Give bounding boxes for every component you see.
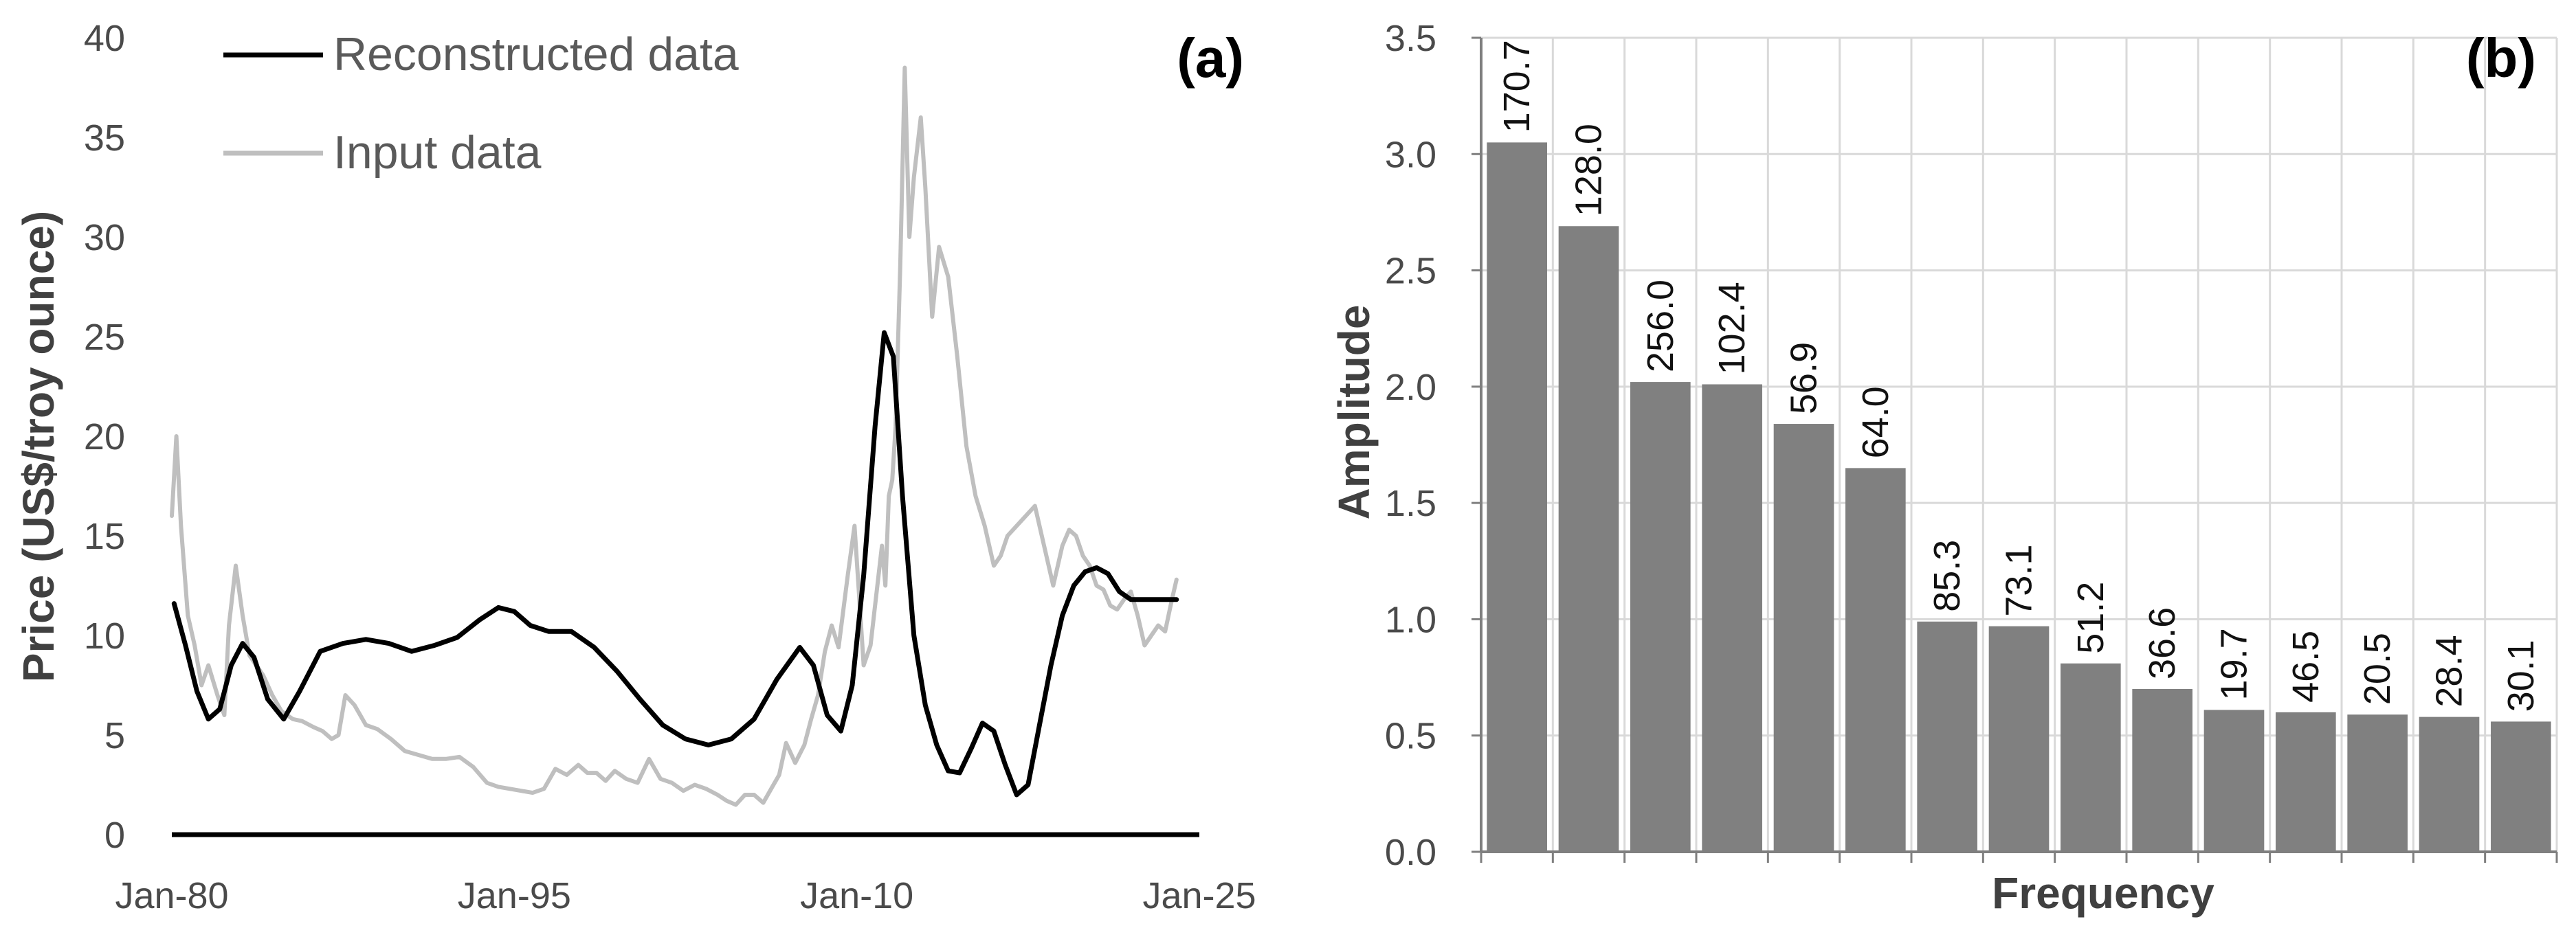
bar-170.7: [1487, 142, 1547, 852]
y-tick-label-5: 5: [104, 715, 125, 756]
price-legend: Reconstructed data Input data: [223, 28, 739, 179]
series-line-reconstructed: [171, 330, 1179, 798]
amplitude-bars-group: [1487, 142, 2551, 852]
y-tick-label-2.0: 2.0: [1385, 367, 1436, 408]
amplitude-bar-labels-group: 170.7 128.0 256.0 102.4 56.9 64.0 85.3 73.1 51.2…: [1496, 40, 2542, 712]
bar-label-102.4: 102.4: [1711, 282, 1753, 374]
bar-label-46.5: 46.5: [2285, 631, 2327, 703]
bar-20.5: [2347, 714, 2408, 852]
legend-label-input: Input data: [333, 126, 542, 179]
y-tick-label-15: 15: [84, 516, 125, 557]
bar-64.0: [1845, 468, 1906, 852]
y-tick-label-1.5: 1.5: [1385, 483, 1436, 524]
series-line-input: [170, 65, 1179, 807]
bar-128.0: [1558, 226, 1619, 852]
price-y-axis-ticks: 0 5 10 15 20 25 30 35 40: [84, 18, 125, 856]
x-tick-label-jan-25: Jan-25: [1142, 875, 1256, 916]
y-tick-label-25: 25: [84, 317, 125, 358]
bar-36.6: [2132, 689, 2192, 852]
panel-label-b: (b): [2466, 27, 2536, 89]
x-tick-label-jan-80: Jan-80: [115, 875, 228, 916]
legend-label-reconstructed: Reconstructed data: [333, 28, 739, 80]
y-tick-label-35: 35: [84, 117, 125, 159]
date-x-axis-ticks: Jan-80 Jan-95 Jan-10 Jan-25: [115, 875, 1256, 916]
amplitude-axes: [1480, 38, 2558, 863]
bar-label-20.5: 20.5: [2357, 633, 2398, 705]
bar-51.2: [2061, 663, 2121, 852]
bar-102.4: [1702, 384, 1762, 852]
bar-label-128.0: 128.0: [1568, 124, 1610, 216]
y-tick-label-3.5: 3.5: [1385, 18, 1436, 59]
y-tick-label-1.0: 1.0: [1385, 599, 1436, 640]
bar-label-64.0: 64.0: [1855, 386, 1896, 458]
bar-label-28.4: 28.4: [2429, 635, 2470, 707]
bar-label-19.7: 19.7: [2214, 628, 2255, 700]
price-y-axis-title: Price (US$/troy ounce): [14, 211, 63, 682]
frequency-x-axis-title: Frequency: [1992, 868, 2214, 918]
bar-label-51.2: 51.2: [2070, 582, 2111, 654]
y-tick-label-2.5: 2.5: [1385, 251, 1436, 292]
amplitude-y-axis-title: Amplitude: [1329, 305, 1379, 520]
y-tick-label-0: 0: [104, 815, 125, 856]
y-tick-label-20: 20: [84, 416, 125, 458]
bar-46.5: [2276, 712, 2336, 852]
bar-label-256.0: 256.0: [1640, 280, 1681, 372]
y-tick-label-3.0: 3.0: [1385, 134, 1436, 175]
amplitude-bar-chart: 0.0 0.5 1.0 1.5 2.0 2.5 3.0 3.5 170.7 128.0 256.0…: [1329, 18, 2558, 918]
bar-28.4: [2419, 716, 2480, 852]
bar-85.3: [1917, 621, 1977, 852]
bar-label-85.3: 85.3: [1927, 540, 1968, 612]
x-tick-label-jan-95: Jan-95: [458, 875, 571, 916]
bar-label-73.1: 73.1: [1999, 544, 2040, 616]
bar-label-170.7: 170.7: [1496, 40, 1537, 133]
y-tick-label-30: 30: [84, 217, 125, 258]
bar-30.1: [2491, 721, 2551, 852]
bar-73.1: [1988, 626, 2050, 852]
bar-label-56.9: 56.9: [1784, 342, 1825, 414]
x-tick-label-jan-10: Jan-10: [800, 875, 913, 916]
panel-label-a: (a): [1177, 27, 1244, 89]
bar-label-30.1: 30.1: [2500, 640, 2542, 712]
bar-19.7: [2203, 710, 2265, 852]
price-line-chart: 0 5 10 15 20 25 30 35 40 Jan-80 Jan-95 Jan-10 Jan-2…: [14, 18, 1256, 916]
y-tick-label-40: 40: [84, 18, 125, 59]
bar-256.0: [1630, 382, 1691, 852]
y-tick-label-0.0: 0.0: [1385, 832, 1436, 873]
y-tick-label-10: 10: [84, 616, 125, 657]
y-tick-label-0.5: 0.5: [1385, 716, 1436, 757]
bar-56.9: [1773, 424, 1834, 852]
bar-label-36.6: 36.6: [2142, 607, 2183, 679]
amplitude-y-axis-ticks: 0.0 0.5 1.0 1.5 2.0 2.5 3.0 3.5: [1385, 18, 1481, 873]
price-series-group: [170, 65, 1179, 807]
